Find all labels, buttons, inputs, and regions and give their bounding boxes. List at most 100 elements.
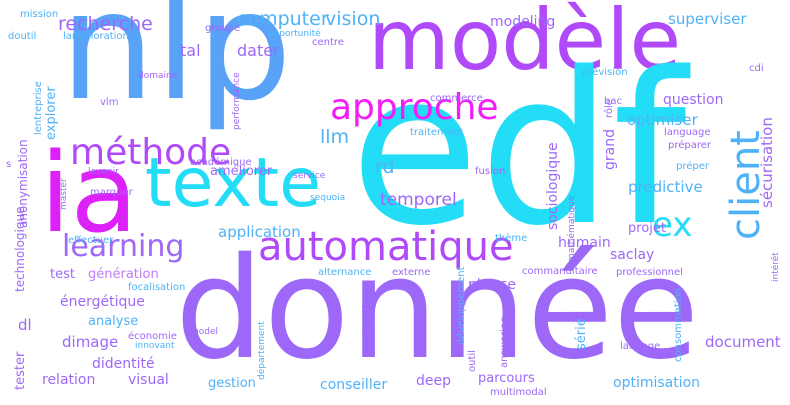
word-sequoia: sequoia [310, 193, 346, 203]
word-theme: thème [495, 233, 528, 244]
word-conseiller: conseiller [320, 377, 388, 393]
word-departement: département [257, 321, 267, 380]
word-securisation: sécurisation [758, 117, 776, 208]
word-phrase: phrase [468, 277, 517, 293]
word-learning: learning [62, 229, 185, 264]
word-cdi: cdi [749, 63, 764, 74]
word-developpement: développement [456, 266, 467, 345]
word-focalisation: focalisation [128, 282, 186, 293]
word-gestion: gestion [208, 376, 256, 391]
word-multimodal: multimodal [490, 387, 547, 398]
word-dater: dater [237, 41, 280, 60]
word-performance: performance [232, 72, 242, 130]
word-question: question [663, 92, 724, 108]
word-modele: modèle [368, 0, 682, 89]
word-ameliorer: améliorer [210, 164, 273, 179]
word-academique: académique [190, 157, 252, 168]
word-ia: ia [40, 129, 138, 257]
word-vision: vision [325, 8, 381, 30]
word-methode: méthode [70, 132, 232, 173]
word-approche: approche [330, 87, 499, 128]
word-projet: projet [628, 221, 666, 236]
word-document: document [705, 333, 781, 351]
word-traitement: traitement [410, 127, 464, 138]
word-langage: langage [620, 341, 661, 352]
word-modeling: modeling [490, 14, 556, 30]
word-tal: tal [180, 41, 201, 60]
word-generation: génération [88, 267, 159, 282]
word-sociologique: sociologique [545, 142, 561, 230]
word-lamelioration: lamélioration [63, 31, 129, 42]
word-mission: mission [20, 9, 59, 20]
word-vlm: vlm [100, 97, 119, 108]
word-consommation: consommation [673, 287, 684, 362]
word-temporel: temporel [380, 190, 457, 210]
word-bac: bac [604, 96, 622, 107]
word-optimiser: optimiser [627, 111, 698, 129]
word-explorer: explorer [44, 86, 59, 140]
word-master: master [59, 178, 69, 210]
word-rd: rd [375, 156, 395, 178]
word-doutil: doutil [8, 31, 37, 42]
word-model: model [190, 327, 219, 337]
word-fusion: fusion [475, 166, 506, 177]
word-donnee: donnée [175, 228, 700, 391]
word-answering: answering [499, 316, 510, 368]
word-preper: préper [676, 161, 710, 172]
word-test: test [50, 267, 75, 282]
word-commanditaire: commanditaire [522, 266, 598, 277]
word-texte: texte [145, 144, 322, 223]
word-dimage: dimage [62, 333, 119, 351]
word-prevision: prévision [582, 67, 628, 78]
word-edf: edf [350, 27, 687, 272]
word-centre: centre [312, 37, 344, 48]
word-recherche: recherche [58, 13, 153, 35]
word-service: service [293, 171, 326, 181]
word-deep: deep [416, 373, 451, 389]
word-saclay: saclay [610, 247, 655, 263]
word-relation: relation [42, 372, 96, 388]
word-groupe: groupe [205, 23, 241, 34]
word-technologique: technologique [13, 206, 27, 292]
word-commerce: commerce [430, 93, 483, 104]
word-optimisation: optimisation [613, 375, 701, 391]
word-economie: économie [128, 331, 177, 342]
word-mathematique: mathématique [567, 195, 577, 262]
word-analyse: analyse [88, 314, 139, 329]
word-automatique: automatique [258, 224, 514, 270]
word-parcours: parcours [478, 371, 535, 386]
word-predictive: predictive [628, 178, 703, 196]
word-llm: llm [320, 126, 350, 148]
word-professionnel: professionnel [616, 267, 683, 278]
word-innovant: innovant [135, 341, 175, 351]
word-dl: dl [18, 316, 32, 334]
word-ex: ex [652, 205, 693, 245]
word-grand: grand [602, 129, 618, 170]
word-preparer: préparer [668, 140, 712, 151]
word-tester: tester [13, 351, 28, 390]
word-computer: computer [237, 8, 329, 30]
word-superviser: superviser [668, 10, 747, 28]
word-visual: visual [128, 372, 169, 388]
word-lavenir: lavenir [88, 167, 119, 177]
word-outil: outil [467, 350, 478, 372]
word-lentreprise: lentreprise [33, 81, 44, 135]
word-energetique: énergétique [60, 294, 145, 310]
word-language: language [664, 127, 711, 138]
word-didentite: didentité [92, 356, 155, 372]
word-application: application [218, 223, 301, 241]
word-alternance: alternance [318, 267, 372, 278]
word-humain: humain [558, 235, 611, 251]
word-interet: intérêt [771, 252, 781, 282]
word-dedf: dedf [361, 305, 376, 335]
word-nlp: nlp [60, 0, 292, 134]
word-externe: externe [392, 267, 431, 278]
word-effectuer: effectuer [68, 235, 114, 246]
word-marquer: marquer [90, 187, 133, 198]
word-domaine: domaine [138, 71, 178, 81]
word-role: rôle [604, 99, 615, 118]
word-opportunite: opportunité [268, 29, 321, 39]
word-serie: série [574, 318, 589, 350]
word-s: s [6, 159, 12, 170]
